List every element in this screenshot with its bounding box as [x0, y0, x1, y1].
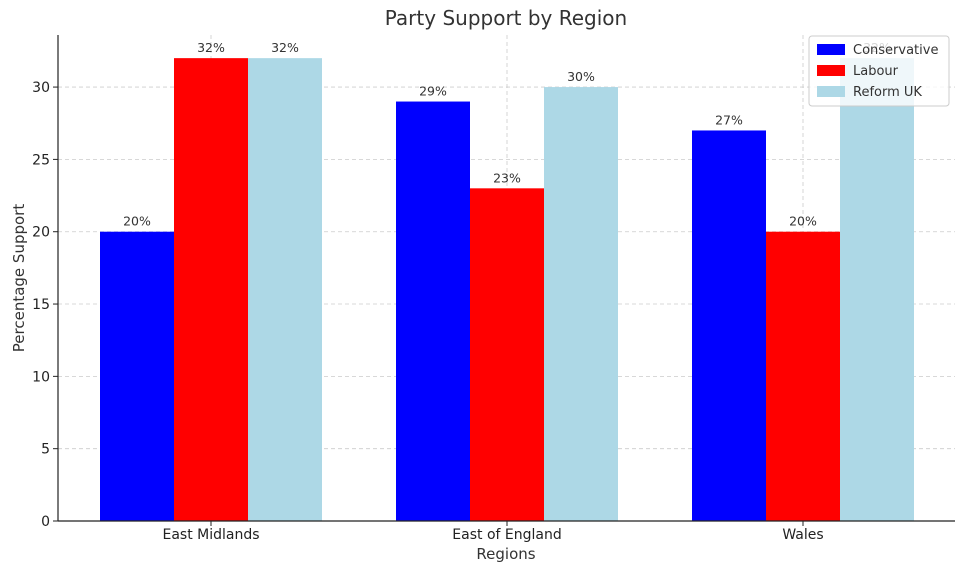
legend-swatch	[817, 65, 845, 76]
data-label: 29%	[419, 84, 447, 99]
data-label: 20%	[123, 214, 151, 229]
data-label: 32%	[197, 40, 225, 55]
y-ticks: 0 5 10 15 20 25 30	[32, 80, 58, 530]
y-tick-label: 20	[32, 225, 50, 241]
data-label: 32%	[271, 40, 299, 55]
y-tick-label: 5	[41, 442, 50, 458]
bar	[692, 130, 766, 521]
chart-title: Party Support by Region	[385, 6, 627, 30]
bar	[470, 188, 544, 522]
x-axis-label: Regions	[476, 545, 535, 563]
data-label: 23%	[493, 170, 521, 185]
bar	[248, 58, 322, 522]
legend-label: Reform UK	[853, 85, 922, 100]
bar	[100, 231, 174, 521]
x-tick-label: East of England	[452, 527, 561, 543]
data-label: 27%	[715, 112, 743, 127]
legend-swatch	[817, 86, 845, 97]
y-tick-label: 25	[32, 152, 50, 168]
bar	[544, 87, 618, 522]
y-tick-label: 10	[32, 369, 50, 385]
x-tick-label: Wales	[782, 527, 823, 543]
bar	[396, 101, 470, 522]
legend-swatch	[817, 44, 845, 55]
bars	[100, 58, 914, 522]
data-label: 30%	[567, 69, 595, 84]
x-ticks: East Midlands East of England Wales	[162, 521, 824, 543]
x-tick-label: East Midlands	[162, 527, 259, 543]
bar	[766, 231, 840, 521]
y-axis-label: Percentage Support	[10, 204, 28, 353]
y-tick-label: 15	[32, 297, 50, 313]
legend-label: Conservative	[853, 43, 938, 58]
legend: Conservative Labour Reform UK	[808, 35, 950, 107]
y-tick-label: 30	[32, 80, 50, 96]
legend-label: Labour	[853, 64, 899, 79]
bar	[840, 58, 914, 522]
y-tick-label: 0	[41, 514, 50, 530]
data-label: 20%	[789, 214, 817, 229]
bar	[174, 58, 248, 522]
